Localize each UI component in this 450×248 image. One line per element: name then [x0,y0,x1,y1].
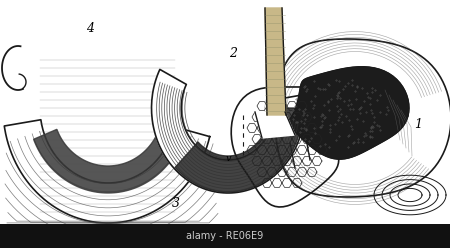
Polygon shape [152,69,305,193]
Text: 2: 2 [229,47,237,60]
Text: 4: 4 [86,22,94,35]
Text: 3: 3 [171,197,180,210]
Text: oe: oe [266,222,279,232]
Polygon shape [231,87,339,207]
Text: v: v [226,154,231,163]
Polygon shape [290,133,310,168]
Text: alamy - RE06E9: alamy - RE06E9 [186,231,264,241]
Polygon shape [34,129,182,193]
Bar [0,224,450,248]
Polygon shape [175,108,303,192]
Polygon shape [275,39,450,197]
Polygon shape [288,67,409,159]
Polygon shape [265,8,286,115]
Text: 1: 1 [414,118,423,130]
Polygon shape [255,112,295,138]
Polygon shape [4,120,210,223]
